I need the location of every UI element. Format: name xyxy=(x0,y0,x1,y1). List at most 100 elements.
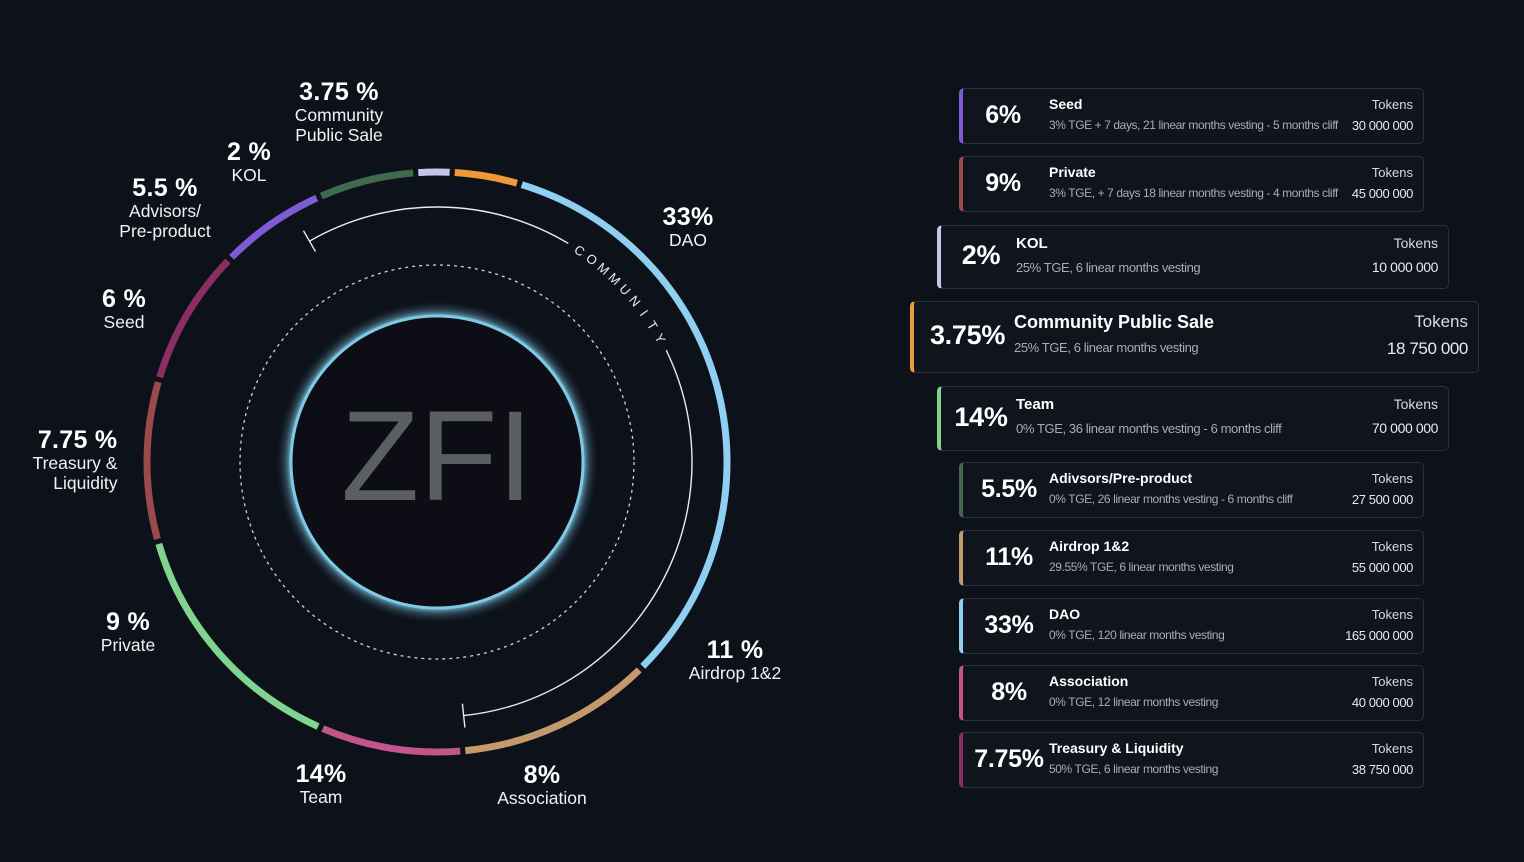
slice-name: Seed xyxy=(103,312,145,332)
allocation-name: Treasury & Liquidity xyxy=(1049,740,1184,757)
allocation-vesting: 3% TGE, + 7 days 18 linear months vestin… xyxy=(1049,186,1338,201)
slice-label-association: 8% Association xyxy=(497,761,587,809)
allocation-name: Private xyxy=(1049,164,1096,181)
allocation-vesting: 0% TGE, 26 linear months vesting - 6 mon… xyxy=(1049,492,1293,507)
allocation-card-private: 9% Private 3% TGE, + 7 days 18 linear mont… xyxy=(959,156,1424,212)
allocation-name: Seed xyxy=(1049,96,1083,113)
slice-name: Team xyxy=(299,787,343,807)
tokens-label: Tokens xyxy=(1414,312,1468,332)
allocation-percent: 9% xyxy=(985,168,1021,197)
allocation-percent: 3.75% xyxy=(929,320,1006,351)
slice-label-kol: 2 % KOL xyxy=(227,138,271,186)
slice-name: Airdrop 1&2 xyxy=(688,663,782,683)
allocation-percent: 8% xyxy=(991,677,1027,706)
tokens-amount: 27 500 000 xyxy=(1351,491,1413,507)
bracket-letter: Y xyxy=(651,331,668,346)
allocation-name: KOL xyxy=(1016,234,1048,252)
slice-percent: 5.5 % xyxy=(132,174,198,202)
tokens-amount: 165 000 000 xyxy=(1345,627,1413,643)
slice-percent: 8% xyxy=(523,761,561,789)
slice-label-seed: 6 % Seed xyxy=(102,285,146,333)
tokens-label: Tokens xyxy=(1393,396,1438,413)
slice-percent: 11 % xyxy=(706,636,764,664)
tokens-amount: 18 750 000 xyxy=(1386,339,1468,359)
allocation-card-kol: 2% KOL 25% TGE, 6 linear months vesting Tok… xyxy=(937,225,1449,289)
bracket-letter: I xyxy=(637,307,651,319)
allocation-name: Airdrop 1&2 xyxy=(1049,538,1130,555)
slice-label-treasury-liquidity: 7.75 % Treasury & Liquidity xyxy=(33,426,118,493)
slice-name: Treasury & xyxy=(32,453,118,473)
allocation-card-adivsors-pre-product: 5.5% Adivsors/Pre-product 0% TGE, 26 linea… xyxy=(959,462,1424,518)
slice-name: KOL xyxy=(231,165,267,185)
allocation-percent: 7.75% xyxy=(974,744,1044,773)
slice-dao xyxy=(520,181,731,669)
tokens-label: Tokens xyxy=(1371,96,1413,112)
slice-percent: 6 % xyxy=(102,285,146,313)
allocation-card-treasury-liquidity: 7.75% Treasury & Liquidity 50% TGE, 6 line… xyxy=(959,732,1424,788)
slice-name: Association xyxy=(497,788,587,808)
tokens-amount: 55 000 000 xyxy=(1351,559,1413,575)
slice-percent: 7.75 % xyxy=(37,426,118,454)
slice-name: Public Sale xyxy=(295,124,383,145)
allocation-card-dao: 33% DAO 0% TGE, 120 linear months vesting T… xyxy=(959,598,1424,654)
slice-name: DAO xyxy=(669,230,707,250)
bracket-arc-upper xyxy=(309,206,569,245)
slice-airdrop-1-2 xyxy=(464,667,642,755)
bracket-letter: T xyxy=(644,318,661,333)
slice-label-dao: 33% DAO xyxy=(663,203,714,251)
tokens-label: Tokens xyxy=(1393,235,1438,252)
tokens-label: Tokens xyxy=(1371,740,1413,756)
slice-name: Advisors/ xyxy=(129,201,201,221)
slice-label-airdrop-1-2: 11 % Airdrop 1&2 xyxy=(689,636,781,684)
allocation-name: Team xyxy=(1016,395,1055,413)
allocation-name: Association xyxy=(1049,673,1129,690)
allocation-vesting: 50% TGE, 6 linear months vesting xyxy=(1049,762,1219,777)
allocation-vesting: 0% TGE, 120 linear months vesting xyxy=(1049,628,1225,643)
slice-label-community-public-sale: 3.75 % Community Public Sale xyxy=(295,78,384,145)
tokens-label: Tokens xyxy=(1371,606,1413,622)
tokens-label: Tokens xyxy=(1371,673,1413,689)
allocation-name: Adivsors/Pre-product xyxy=(1049,470,1193,487)
bracket-end-tick-top xyxy=(302,230,317,252)
allocation-name: Community Public Sale xyxy=(1014,311,1215,332)
slice-name: Liquidity xyxy=(53,472,118,493)
bracket-letter: M xyxy=(605,270,623,288)
allocation-percent: 11% xyxy=(985,542,1033,571)
tokens-amount: 70 000 000 xyxy=(1371,420,1438,437)
dotted-inner-ring xyxy=(239,264,635,660)
slice-label-team: 14% Team xyxy=(296,760,347,808)
allocation-card-community-public-sale: 3.75% Community Public Sale 25% TGE, 6 lin… xyxy=(910,301,1479,373)
allocation-vesting: 25% TGE, 6 linear months vesting xyxy=(1016,259,1201,275)
glowing-core-ring xyxy=(289,314,585,610)
slice-percent: 3.75 % xyxy=(299,78,379,106)
slice-seed xyxy=(229,194,319,260)
slice-label-private: 9 % Private xyxy=(101,608,155,656)
tokens-label: Tokens xyxy=(1371,470,1413,486)
allocation-vesting: 0% TGE, 36 linear months vesting - 6 mon… xyxy=(1016,421,1282,437)
slice-name: Community xyxy=(294,105,384,125)
allocation-percent: 14% xyxy=(954,401,1008,432)
tokens-amount: 40 000 000 xyxy=(1351,694,1413,710)
slice-percent: 9 % xyxy=(106,608,150,636)
tokens-amount: 38 750 000 xyxy=(1351,761,1413,777)
slice-percent: 14% xyxy=(295,760,347,788)
bracket-letter: C xyxy=(572,242,588,260)
bracket-end-tick-bottom xyxy=(461,703,466,728)
slice-treasury-liquidity xyxy=(156,258,231,379)
slice-label-advisors-pre-product: 5.5 % Advisors/Pre-product xyxy=(119,174,210,241)
slice-kol xyxy=(418,168,450,177)
allocation-vesting: 25% TGE, 6 linear months vesting xyxy=(1014,339,1199,355)
allocation-name: DAO xyxy=(1049,606,1081,623)
allocation-card-association: 8% Association 0% TGE, 12 linear months ve… xyxy=(959,665,1424,721)
center-token-label: ZFI xyxy=(341,385,533,528)
allocation-percent: 6% xyxy=(985,100,1021,129)
allocation-vesting: 29.55% TGE, 6 linear months vesting xyxy=(1049,560,1234,575)
slice-team xyxy=(155,542,320,730)
allocation-percent: 5.5% xyxy=(981,474,1037,503)
tokens-amount: 45 000 000 xyxy=(1351,185,1413,201)
allocation-vesting: 3% TGE + 7 days, 21 linear months vestin… xyxy=(1049,118,1338,133)
slice-percent: 33% xyxy=(662,203,714,231)
allocation-card-seed: 6% Seed 3% TGE + 7 days, 21 linear months … xyxy=(959,88,1424,144)
